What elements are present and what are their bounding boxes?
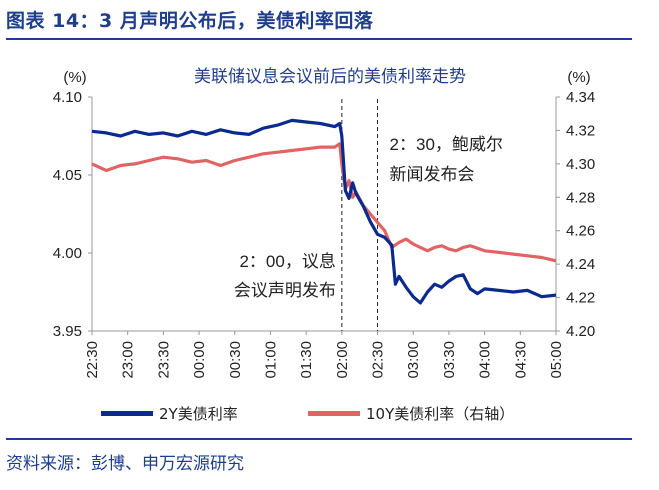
x-tick-label: 05:00 bbox=[548, 341, 565, 379]
left-tick-label: 4.00 bbox=[53, 245, 82, 262]
left-tick-label: 3.95 bbox=[53, 323, 82, 340]
chart-title: 美联储议息会议前后的美债利率走势 bbox=[194, 67, 466, 86]
right-tick-label: 4.24 bbox=[566, 256, 595, 273]
annotation-fomc-line: 会议声明发布 bbox=[234, 281, 336, 300]
legend-label-2y: 2Y美债利率 bbox=[159, 405, 238, 423]
annotation-presser-line: 2：30，鲍威尔 bbox=[390, 135, 503, 154]
right-axis-unit: (%) bbox=[567, 69, 590, 86]
right-tick-label: 4.22 bbox=[566, 290, 595, 307]
x-tick-label: 23:00 bbox=[120, 341, 137, 379]
left-tick-label: 4.05 bbox=[53, 167, 82, 184]
x-tick-label: 00:00 bbox=[191, 341, 208, 379]
x-tick-label: 23:30 bbox=[155, 341, 172, 379]
x-axis-ticks: 22:30 23:00 23:30 00:00 00:30 01:00 01:30 02:00… bbox=[84, 331, 565, 379]
annotation-fomc-line: 2：00，议息 bbox=[239, 252, 335, 271]
right-tick-label: 4.32 bbox=[566, 122, 595, 139]
x-tick-label: 00:30 bbox=[227, 341, 244, 379]
figure-heading: 图表 14：3 月声明公布后，美债利率回落 bbox=[6, 10, 374, 32]
series-line-10y bbox=[91, 142, 557, 263]
x-tick-label: 01:30 bbox=[298, 341, 315, 379]
right-tick-label: 4.20 bbox=[566, 323, 595, 340]
axes-frame bbox=[91, 97, 557, 332]
x-tick-label: 04:00 bbox=[477, 341, 494, 379]
x-tick-label: 03:30 bbox=[441, 341, 458, 379]
footer-divider bbox=[6, 438, 632, 440]
x-tick-label: 02:30 bbox=[370, 341, 387, 379]
legend-item-2y: 2Y美债利率 bbox=[101, 403, 238, 424]
right-tick-label: 4.34 bbox=[566, 89, 595, 106]
source-note: 资料来源：彭博、申万宏源研究 bbox=[6, 454, 244, 474]
series-line-2y bbox=[91, 118, 557, 305]
x-tick-label: 22:30 bbox=[84, 341, 101, 379]
right-tick-label: 4.30 bbox=[566, 156, 595, 173]
heading-divider bbox=[6, 38, 632, 40]
legend-swatch-2y bbox=[101, 411, 153, 416]
legend-item-10y: 10Y美债利率（右轴） bbox=[308, 403, 514, 424]
x-tick-label: 03:00 bbox=[405, 341, 422, 379]
left-axis-unit: (%) bbox=[63, 69, 86, 86]
chart-legend: 2Y美债利率 10Y美债利率（右轴） bbox=[0, 403, 659, 425]
left-axis-ticks: 4.10 4.05 4.00 3.95 bbox=[53, 89, 92, 340]
x-tick-label: 04:30 bbox=[512, 341, 529, 379]
right-tick-label: 4.28 bbox=[566, 189, 595, 206]
legend-label-10y: 10Y美债利率（右轴） bbox=[366, 405, 515, 423]
right-tick-label: 4.26 bbox=[566, 223, 595, 240]
right-axis-ticks: 4.34 4.32 4.30 4.28 4.26 4.24 4.22 4.20 bbox=[556, 89, 595, 340]
x-tick-label: 02:00 bbox=[334, 341, 351, 379]
series-lines bbox=[91, 118, 557, 305]
annotation-presser-line: 新闻发布会 bbox=[390, 165, 475, 184]
legend-swatch-10y bbox=[308, 411, 360, 416]
x-tick-label: 01:00 bbox=[262, 341, 279, 379]
left-tick-label: 4.10 bbox=[53, 89, 82, 106]
